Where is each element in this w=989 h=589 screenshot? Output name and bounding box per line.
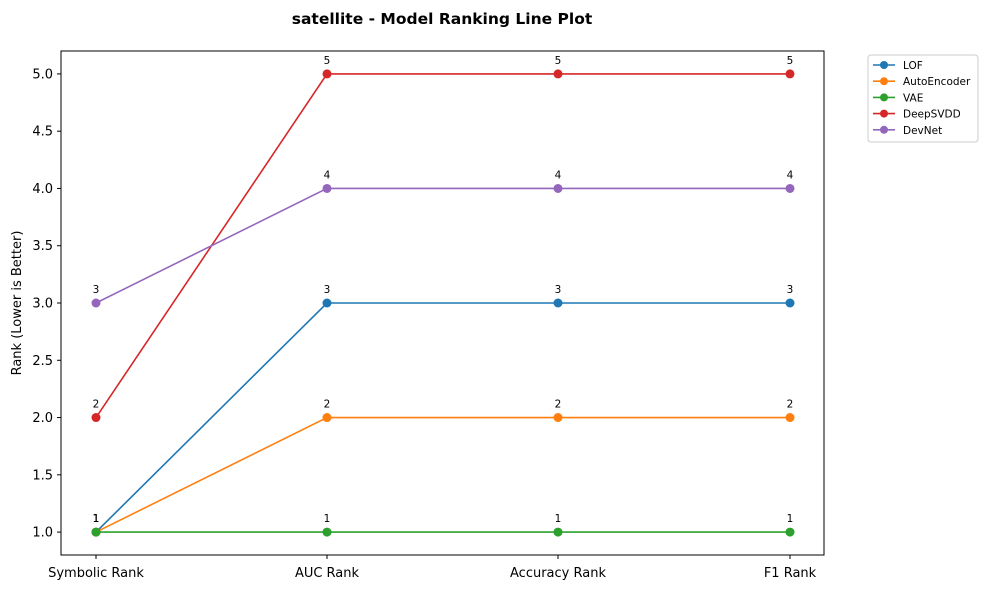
- data-point: [785, 183, 795, 193]
- series-line-devnet: [95, 187, 790, 304]
- legend-marker: [880, 61, 888, 69]
- legend-entry: DevNet: [903, 125, 942, 137]
- data-point: [785, 527, 795, 537]
- y-tick-label: 3.5: [32, 239, 53, 254]
- data-label: 5: [787, 55, 794, 67]
- x-tick-label: Accuracy Rank: [510, 566, 606, 581]
- data-label: 3: [93, 284, 100, 296]
- data-label: 3: [555, 284, 562, 296]
- data-label: 2: [93, 399, 100, 411]
- legend-marker: [880, 77, 888, 86]
- data-point: [91, 527, 101, 537]
- data-label: 4: [324, 169, 331, 181]
- data-label: 1: [93, 513, 100, 525]
- data-label: 1: [324, 513, 331, 525]
- x-tick-label: AUC Rank: [295, 566, 360, 581]
- data-label: 2: [787, 399, 794, 411]
- series-line-lof: [95, 302, 790, 533]
- legend-entry: AutoEncoder: [903, 76, 971, 88]
- data-point: [322, 298, 332, 308]
- x-tick-label: Symbolic Rank: [48, 566, 144, 581]
- chart-title: satellite - Model Ranking Line Plot: [292, 10, 593, 28]
- legend: LOF AutoEncoder VAE DeepSVDD DevNet: [867, 54, 979, 143]
- data-point: [91, 298, 101, 308]
- data-label: 1: [93, 513, 100, 525]
- data-label: 5: [555, 55, 562, 67]
- legend-entry: LOF: [903, 60, 923, 72]
- series-line-deepsvdd: [95, 73, 790, 418]
- legend-entry: DeepSVDD: [903, 109, 961, 121]
- data-point: [553, 183, 563, 193]
- data-point: [91, 413, 101, 423]
- y-tick-label: 5.0: [32, 67, 53, 82]
- y-tick-label: 2.0: [32, 411, 53, 426]
- legend-box: [867, 54, 979, 143]
- data-point: [785, 298, 795, 308]
- legend-marker: [880, 109, 888, 118]
- series-line-autoencoder: [95, 416, 790, 533]
- data-point: [553, 69, 563, 79]
- plot-area: 1.0 1.5 2.0 2.5 3.0 3.5 4.0 4.5 5.0 Symbolic Rank…: [32, 50, 825, 581]
- data-point: [785, 69, 795, 79]
- data-label: 3: [324, 284, 331, 296]
- legend-entry: VAE: [903, 92, 923, 104]
- data-point: [785, 413, 795, 423]
- legend-marker: [880, 93, 888, 102]
- data-point: [322, 183, 332, 193]
- data-point: [322, 527, 332, 537]
- data-point: [553, 298, 563, 308]
- y-tick-label: 1.0: [32, 526, 53, 541]
- data-label: 1: [555, 513, 562, 525]
- data-point: [553, 527, 563, 537]
- data-point: [322, 69, 332, 79]
- y-tick-label: 3.0: [32, 297, 53, 312]
- y-tick-label: 2.5: [32, 354, 53, 369]
- data-label: 4: [787, 169, 794, 181]
- y-tick-label: 4.0: [32, 182, 53, 197]
- y-tick-label: 4.5: [32, 125, 53, 140]
- y-axis-label: Rank (Lower is Better): [10, 231, 25, 376]
- data-label: 5: [324, 55, 331, 67]
- data-label: 4: [555, 169, 562, 181]
- x-tick-label: F1 Rank: [764, 566, 817, 581]
- data-label: 3: [787, 284, 794, 296]
- legend-marker: [880, 125, 888, 134]
- data-point: [553, 413, 563, 423]
- data-label: 1: [787, 513, 794, 525]
- data-label: 1: [93, 513, 100, 525]
- data-label: 2: [555, 399, 562, 411]
- data-label: 2: [324, 399, 331, 411]
- y-tick-label: 1.5: [32, 468, 53, 483]
- data-point: [322, 413, 332, 423]
